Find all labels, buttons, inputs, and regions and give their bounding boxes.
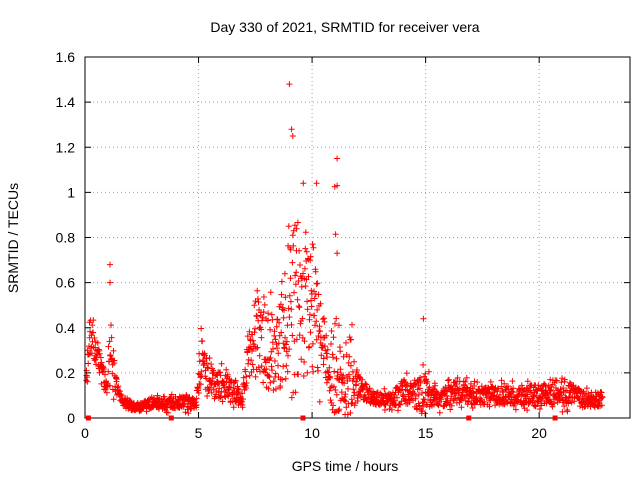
y-tick-label: 0.6 [56,275,76,291]
x-axis-label: GPS time / hours [292,458,399,474]
grid-lines [85,57,630,418]
gap-marker [168,415,174,421]
x-tick-label: 10 [304,425,320,441]
x-tick-label: 5 [195,425,203,441]
gap-marker [466,415,472,421]
y-tick-label: 1.4 [56,94,76,110]
y-tick-label: 1.2 [56,139,76,155]
chart-title: Day 330 of 2021, SRMTID for receiver ver… [210,19,479,35]
y-tick-label: 0.8 [56,230,76,246]
y-axis-label: SRMTID / TECUs [5,183,21,293]
x-tick-label: 20 [531,425,547,441]
gap-marker [552,415,558,421]
y-tick-label: 0.4 [56,320,76,336]
gap-markers [85,415,558,421]
y-tick-label: 1 [67,184,75,200]
x-tick-label: 15 [418,425,434,441]
y-tick-label: 0 [67,410,75,426]
axis-ticks: 0 5 10 15 20 0 0.2 0.4 0.6 0.8 1 1.2 1.4 1.6 [56,49,630,441]
data-points [83,81,606,418]
y-tick-label: 1.6 [56,49,76,65]
scatter-series [83,81,606,418]
y-tick-label: 0.2 [56,365,76,381]
gap-marker [85,415,91,421]
gap-marker [300,415,306,421]
x-tick-label: 0 [81,425,89,441]
